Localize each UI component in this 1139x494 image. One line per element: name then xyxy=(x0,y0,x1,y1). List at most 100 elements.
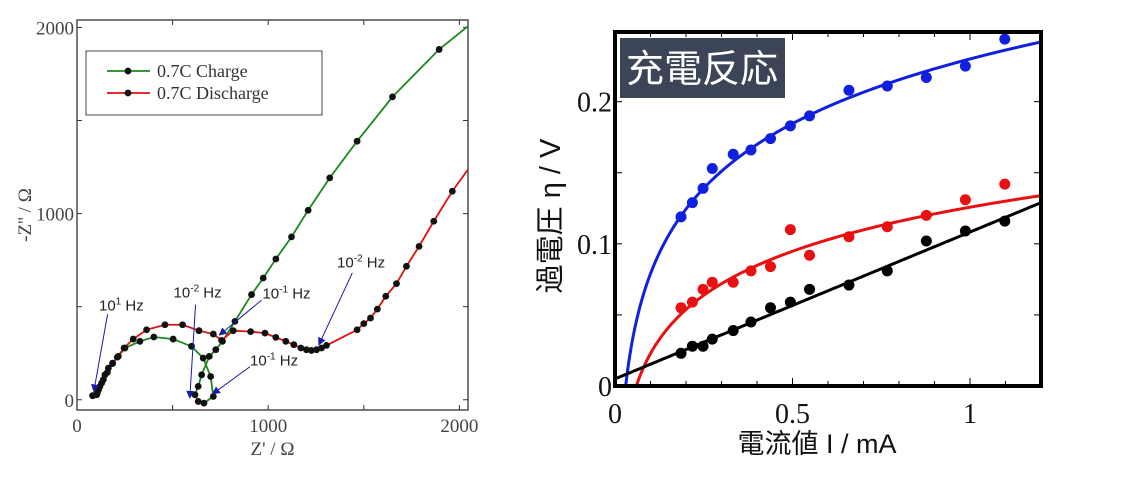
data-point xyxy=(304,206,312,214)
data-point-black xyxy=(959,225,971,237)
data-point xyxy=(143,326,150,334)
nyquist-chart: 0 1000 2000 0 1000 2000 Z' / Ω -Z'' / Ω 0.7C Cha… xyxy=(15,18,478,460)
data-point xyxy=(353,326,361,334)
data-point-black xyxy=(999,215,1011,227)
y-tick-label: 0.1 xyxy=(577,230,612,261)
data-point xyxy=(120,344,128,352)
data-point-blue xyxy=(804,110,816,122)
data-point-red xyxy=(959,194,971,206)
data-point xyxy=(272,255,280,263)
data-point-black xyxy=(697,340,709,352)
data-point-black xyxy=(675,347,687,359)
data-point xyxy=(297,344,305,352)
data-point xyxy=(205,352,213,360)
data-point-black xyxy=(686,340,698,352)
data-point xyxy=(448,187,456,195)
y-tick-label: 0 xyxy=(65,391,75,412)
data-point xyxy=(207,373,215,380)
x-tick-label: 2000 xyxy=(440,416,478,437)
x-axis-label: 電流値 I / mA xyxy=(737,429,896,459)
data-point xyxy=(104,368,111,376)
data-point-black xyxy=(764,302,776,314)
data-point xyxy=(382,292,390,300)
data-point xyxy=(96,382,104,390)
data-point xyxy=(303,346,310,354)
y-tick-label: 2000 xyxy=(36,18,74,39)
annotation-base: 10 xyxy=(337,255,354,272)
data-point-blue xyxy=(675,211,687,223)
data-point-red xyxy=(675,302,687,314)
data-point-black xyxy=(706,333,718,345)
data-point-red xyxy=(843,231,855,243)
data-point xyxy=(113,353,121,361)
annotation-label: 10-1 Hz xyxy=(262,284,310,302)
annotation-arrow xyxy=(211,366,251,395)
data-point xyxy=(393,280,400,287)
data-point xyxy=(212,346,220,354)
data-point-black xyxy=(920,235,932,247)
data-point xyxy=(288,233,295,241)
y-axis-label: -Z'' / Ω xyxy=(15,188,36,242)
x-tick-label: 0.5 xyxy=(775,399,810,430)
data-point xyxy=(194,382,202,390)
y-tick-label: 0 xyxy=(598,372,612,403)
data-point xyxy=(129,335,137,343)
annotation-label: 101 Hz xyxy=(99,296,144,314)
data-point-blue xyxy=(697,182,709,194)
data-point xyxy=(229,327,237,335)
data-point xyxy=(99,376,107,384)
data-point xyxy=(259,274,267,282)
annotation-unit: Hz xyxy=(276,352,299,369)
y-tick-label: 0.2 xyxy=(577,88,612,119)
legend-marker xyxy=(124,67,132,75)
data-point xyxy=(248,291,255,298)
data-point-red xyxy=(999,178,1011,190)
data-point-black xyxy=(881,265,893,277)
data-point-red xyxy=(920,209,932,221)
data-point xyxy=(308,347,315,354)
data-point xyxy=(415,242,423,250)
data-point xyxy=(136,337,144,345)
data-point xyxy=(209,393,217,400)
y-axis-label: 過電圧 η / V xyxy=(535,138,567,293)
data-point-blue xyxy=(843,84,855,96)
data-point-black xyxy=(804,283,816,295)
data-point xyxy=(360,320,368,328)
data-point xyxy=(109,360,116,368)
data-point xyxy=(389,93,396,101)
data-point xyxy=(261,329,269,337)
data-point-red xyxy=(804,249,816,261)
chart-title: 充電反応 xyxy=(626,49,778,91)
data-point-blue xyxy=(959,60,971,72)
data-point xyxy=(282,337,290,345)
overpotential-chart: 0 0.5 1 0 0.1 0.2 電流値 I / mA 過電圧 η / V 充電反応 xyxy=(535,30,1043,459)
data-point xyxy=(199,354,207,362)
annotation-label: 10-2 Hz xyxy=(174,283,222,301)
data-point xyxy=(367,314,374,322)
data-point xyxy=(161,321,169,329)
data-point-blue xyxy=(727,148,739,160)
data-point-red xyxy=(697,283,709,295)
data-point-red xyxy=(745,265,757,277)
annotation-base: 10 xyxy=(262,285,279,302)
data-point-red xyxy=(881,221,893,233)
data-point xyxy=(198,371,206,379)
data-point-red xyxy=(764,261,776,273)
data-point-red xyxy=(784,224,796,236)
data-point-blue xyxy=(745,144,757,156)
plot-frame xyxy=(76,19,469,411)
annotation-unit: Hz xyxy=(288,285,311,302)
data-point-blue xyxy=(920,71,932,83)
data-point xyxy=(272,333,280,341)
data-point xyxy=(169,335,177,343)
annotation-base: 10 xyxy=(250,352,267,369)
annotation-exponent: 1 xyxy=(116,296,122,307)
data-point xyxy=(209,330,217,338)
data-point-red xyxy=(686,296,698,308)
annotation-exponent: -1 xyxy=(279,284,288,295)
data-point-black xyxy=(843,279,855,291)
legend-marker xyxy=(124,89,132,97)
data-point xyxy=(430,217,438,225)
